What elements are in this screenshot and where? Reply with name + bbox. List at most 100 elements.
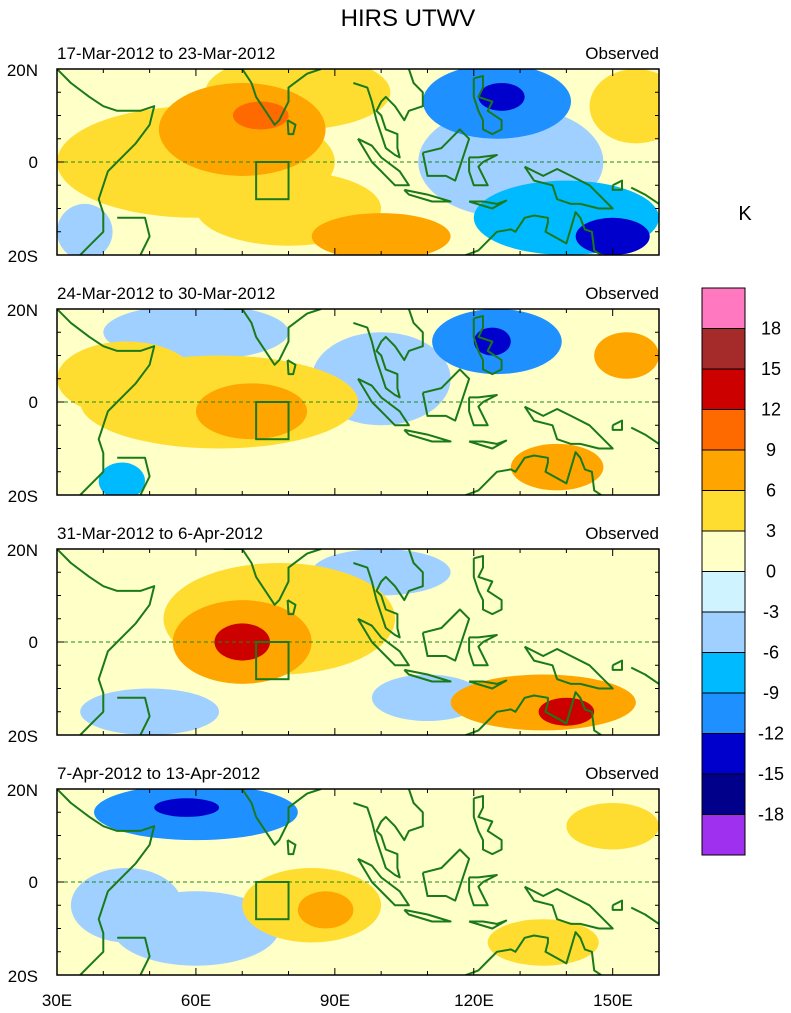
coastline-segment: [117, 456, 151, 495]
anomaly-blob: [154, 798, 220, 817]
panel-source-label: Observed: [585, 284, 659, 303]
coastline-segment: [468, 634, 498, 667]
study-region-box: [255, 641, 290, 681]
coastline-segment: [468, 679, 508, 690]
coastline-segment: [223, 789, 322, 846]
anomaly-blob: [158, 82, 326, 176]
y-tick-label-20s: 20S: [8, 487, 38, 506]
study-region-box: [255, 161, 290, 201]
panel-source-label: Observed: [585, 44, 659, 63]
colorbar-swatch: [701, 328, 746, 370]
y-tick-label-0: 0: [29, 393, 38, 412]
study-region-box: [255, 881, 290, 921]
coastline-segment: [468, 394, 498, 427]
coastline-segment: [523, 885, 614, 930]
x-tick-label-120e: 120E: [454, 991, 494, 1010]
coastline-segment: [630, 186, 659, 206]
anomaly-blob: [297, 891, 354, 929]
y-tick-label-20s: 20S: [8, 247, 38, 266]
coastline-segment: [468, 874, 498, 907]
coastline-segment: [472, 315, 503, 376]
anomaly-blob: [566, 802, 659, 850]
coastline-segment: [630, 906, 659, 926]
coastlines: [57, 69, 659, 255]
colorbar-swatch: [701, 733, 746, 775]
coastline-segment: [286, 359, 297, 376]
coastline-segment: [468, 199, 508, 210]
coastline-segment: [523, 165, 614, 210]
coastline-segment: [421, 848, 471, 902]
colorbar-swatch: [701, 490, 746, 532]
coastline-segment: [468, 439, 508, 450]
colorbar: 18 15 12 9 6 3 0 -3 -6 -9 -12 -15 -18: [701, 287, 784, 856]
axis-ticks: [56, 788, 660, 976]
y-tick-label-0: 0: [29, 633, 38, 652]
anomaly-blob: [57, 341, 196, 416]
panel-source-label: Observed: [585, 524, 659, 543]
panel-period-label: 7-Apr-2012 to 13-Apr-2012: [57, 764, 260, 783]
coastline-segment: [286, 119, 297, 136]
anomaly-blob: [57, 203, 113, 255]
colorbar-swatch: [701, 287, 746, 329]
coastline-segment: [403, 908, 452, 923]
chart-title: HIRS UTWV: [341, 5, 476, 32]
panel-period-label: 31-Mar-2012 to 6-Apr-2012: [57, 524, 263, 543]
anomaly-blob: [478, 82, 525, 111]
coastline-segment: [630, 666, 659, 686]
colorbar-level-label: 12: [761, 400, 781, 420]
coastline-segment: [357, 137, 410, 187]
coastline-segment: [468, 154, 498, 187]
anomaly-blob: [594, 332, 659, 379]
coastline-segment: [611, 419, 623, 431]
y-tick-label-20s: 20S: [8, 727, 38, 746]
coastline-segment: [57, 549, 156, 735]
coastline-segment: [421, 368, 471, 422]
study-region-box: [255, 401, 290, 441]
colorbar-level-label: -18: [758, 805, 784, 825]
coastline-segment: [463, 451, 603, 495]
anomaly-blob: [589, 69, 659, 144]
coastline-segment: [353, 309, 424, 399]
coastline-segment: [117, 216, 151, 255]
coastline-segment: [468, 919, 508, 930]
coastline-segment: [630, 426, 659, 446]
coastlines: [57, 309, 659, 495]
anomaly-blob: [297, 443, 465, 495]
coastline-segment: [57, 789, 156, 975]
coastline-segment: [223, 549, 322, 606]
anomaly-blob: [98, 462, 145, 495]
colorbar-swatch: [701, 409, 746, 451]
panel-period-label: 17-Mar-2012 to 23-Mar-2012: [57, 44, 275, 63]
colorbar-level-label: -6: [763, 643, 779, 663]
y-tick-label-0: 0: [29, 153, 38, 172]
y-tick-label-20n: 20N: [7, 61, 38, 80]
colorbar-swatch: [701, 611, 746, 653]
axis-ticks: [56, 68, 660, 256]
coastlines: [57, 789, 659, 975]
axis-ticks: [56, 308, 660, 496]
coastline-segment: [357, 377, 410, 427]
coastline-segment: [117, 936, 151, 975]
colorbar-swatch: [701, 652, 746, 694]
coastline-segment: [223, 309, 322, 366]
x-tick-label-30e: 30E: [42, 991, 72, 1010]
anomaly-blob: [510, 443, 604, 491]
colorbar-swatch: [701, 692, 746, 734]
anomaly-blob: [57, 558, 150, 633]
coastline-segment: [472, 75, 503, 136]
coastline-segment: [421, 128, 471, 182]
colorbar-level-label: 0: [766, 562, 776, 582]
coastline-segment: [523, 645, 614, 690]
colorbar-level-label: 6: [766, 481, 776, 501]
coastline-segment: [403, 428, 452, 443]
x-tick-label-90e: 90E: [320, 991, 350, 1010]
coastline-segment: [472, 795, 503, 856]
y-tick-label-20s: 20S: [8, 967, 38, 986]
coastline-segment: [353, 789, 424, 879]
coastline-segment: [611, 659, 623, 671]
colorbar-swatch: [701, 368, 746, 410]
colorbar-level-label: -9: [763, 683, 779, 703]
coastline-segment: [463, 691, 603, 735]
anomaly-blob: [232, 101, 289, 130]
